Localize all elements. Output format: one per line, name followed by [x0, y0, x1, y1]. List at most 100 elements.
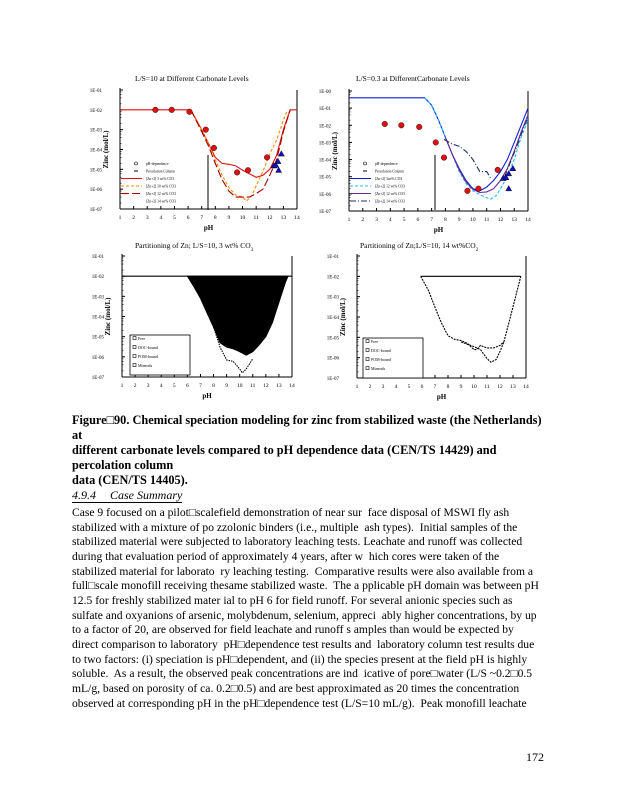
- legend-label: [Zn+2] 14 wt% CO3: [146, 200, 176, 204]
- line-series: [420, 276, 505, 351]
- data-point-circle: [441, 154, 448, 161]
- section-underline: [72, 502, 182, 503]
- x-tick-label: 1: [356, 384, 359, 390]
- x-tick-label: 2: [132, 215, 135, 221]
- figure-charts: L/S=10 at Different Carbonate Levels 1E-0…: [90, 74, 531, 401]
- legend-label: Minerals: [138, 363, 153, 368]
- x-tick-label: 3: [146, 215, 149, 221]
- legend-label: Free: [371, 339, 378, 344]
- section-number: 4.9.4: [72, 488, 96, 502]
- chart-1: L/S=10 at Different Carbonate Levels 1E-0…: [90, 74, 300, 232]
- figure-caption: Figure□90. Chemical speciation modeling …: [72, 413, 552, 488]
- area-series-free: [186, 275, 289, 356]
- x-tick-label: 13: [281, 215, 287, 221]
- legend-box: [129, 334, 191, 376]
- legend-label: pH-dependence: [146, 162, 169, 166]
- legend-label: [Zn+2] 12 wt% CO3: [146, 192, 176, 196]
- x-tick-label: 14: [289, 383, 295, 389]
- x-tick-label: 14: [294, 215, 300, 221]
- body-line: stabilized with a mixture of po zzolonic…: [72, 520, 518, 534]
- caption-line: different carbonate levels compared to p…: [72, 443, 497, 472]
- x-tick-label: 6: [416, 217, 419, 223]
- legend-label: Minerals: [371, 366, 386, 371]
- y-tick-label: 1E-04: [319, 159, 332, 164]
- x-tick-label: 11: [484, 384, 490, 390]
- data-point-circle: [264, 154, 271, 161]
- data-point-circle: [152, 106, 159, 113]
- chart-title: L/S=10 at Different Carbonate Levels: [135, 74, 249, 83]
- line-series: [190, 109, 291, 198]
- x-tick-label: 6: [186, 383, 189, 389]
- chart-title-subscript: 2: [476, 248, 479, 253]
- y-tick-label: 1E-01: [92, 255, 105, 260]
- x-tick-label: 3: [382, 384, 385, 390]
- chart-legend: Free DOC-bound POM-bound Minerals: [129, 334, 191, 376]
- data-point-circle: [475, 185, 482, 192]
- line-series: [213, 326, 254, 374]
- x-tick-label: 4: [160, 383, 163, 389]
- x-tick-label: 5: [173, 383, 176, 389]
- legend-swatch: [132, 336, 137, 340]
- caption-line: Figure□90. Chemical speciation modeling …: [72, 413, 542, 442]
- body-line: soluble. As a result, the observed peak …: [72, 667, 533, 681]
- section-heading: 4.9.4 Case Summary: [72, 488, 182, 503]
- y-tick-label: 1E-07: [319, 210, 332, 215]
- y-tick-label: 1E-05: [319, 176, 332, 181]
- data-point-triangle: [278, 150, 285, 157]
- x-tick-label: 10: [470, 217, 476, 223]
- legend-label: [Zn+2] 10 wt% CO3: [146, 185, 176, 189]
- x-tick-label: 7: [200, 215, 203, 221]
- line-series: [504, 116, 529, 177]
- x-tick-label: 5: [408, 384, 411, 390]
- x-tick-label: 9: [458, 217, 461, 223]
- chart-2: L/S=0.3 at DifferentCarbonate Levels 1E-0…: [319, 74, 531, 234]
- y-tick-label: 1E-06: [92, 356, 105, 361]
- x-tick-label: 13: [276, 383, 282, 389]
- chart-title: Partitioning of Zn; L/S=10, 3 wt% CO3: [135, 241, 254, 253]
- body-line: stabilized material for laborato ry leac…: [72, 564, 534, 578]
- body-line: sulfate and oxyanions of arsenic, molybd…: [72, 608, 537, 622]
- x-tick-label: 3: [375, 217, 378, 223]
- data-point-circle: [398, 122, 405, 129]
- x-tick-label: 11: [254, 215, 260, 221]
- x-tick-label: 11: [484, 217, 490, 223]
- data-point-triangle: [509, 164, 517, 171]
- data-point-triangle: [502, 173, 510, 180]
- legend-swatch: [365, 339, 370, 343]
- y-tick-label: 1E-00: [319, 90, 332, 95]
- y-tick-label: 1E-04: [92, 316, 105, 321]
- x-tick-label: 2: [361, 217, 364, 223]
- body-line: to a factor of 20, are observed for fiel…: [72, 623, 514, 637]
- caption-line: data (CEN/TS 14405).: [72, 473, 188, 487]
- y-tick-label: 1E-02: [319, 124, 332, 129]
- x-tick-label: 8: [447, 384, 450, 390]
- data-point-circle: [234, 169, 241, 176]
- chart-4: Partitioning of Zn;L/S=10, 14 wt%CO2 1E-0…: [327, 241, 529, 401]
- line-series: [444, 114, 529, 194]
- x-tick-label: 10: [471, 384, 477, 390]
- x-tick-label: 4: [389, 217, 392, 223]
- legend-swatch: [365, 357, 370, 361]
- x-axis-label: pH: [437, 393, 447, 401]
- chart-legend: Free DOC-bound POM-bound Minerals: [362, 337, 424, 379]
- x-tick-label: 9: [460, 384, 463, 390]
- legend-swatch: [365, 348, 370, 352]
- x-tick-label: 5: [173, 215, 176, 221]
- chart-3: Partitioning of Zn; L/S=10, 3 wt% CO3 1E-…: [92, 241, 295, 400]
- data-point-circle: [464, 187, 471, 194]
- legend-label: [Zn+2] 3wt% CO3: [375, 177, 402, 181]
- y-tick-label: 1E-02: [92, 275, 105, 280]
- y-tick-label: 1E-07: [90, 208, 103, 213]
- y-tick-label: 1E-02: [327, 275, 340, 280]
- data-point-circle: [202, 126, 209, 133]
- x-tick-label: 6: [421, 384, 424, 390]
- x-axis-label: pH: [204, 224, 214, 232]
- data-point-triangle: [274, 157, 282, 164]
- x-tick-label: 8: [212, 383, 215, 389]
- body-line: during that evaluation period of approxi…: [72, 549, 500, 563]
- y-tick-label: 1E-01: [327, 255, 340, 260]
- body-line: stabilized material were subjected to la…: [72, 535, 523, 549]
- y-tick-label: 1E-04: [90, 149, 103, 154]
- legend-label: Percolation Column: [146, 170, 175, 174]
- x-tick-label: 14: [525, 217, 531, 223]
